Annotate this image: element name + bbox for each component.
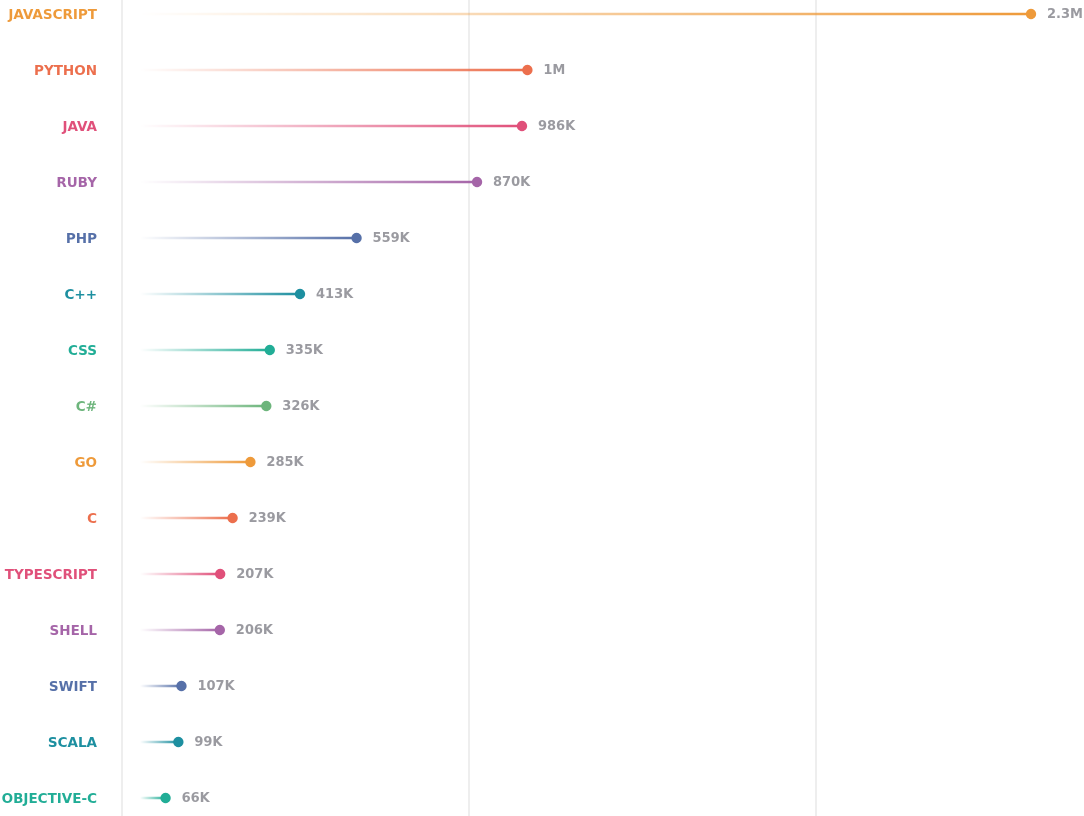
data-point [522,64,533,76]
value-label: 326K [282,399,320,414]
value-label: 2.3M [1047,7,1083,22]
category-label: C# [76,399,97,415]
data-point [214,624,226,636]
data-point [471,176,483,188]
data-point [227,512,238,524]
category-label: CSS [68,343,97,359]
category-label: PHP [66,231,97,247]
category-label: SHELL [50,623,98,639]
data-point [261,400,272,412]
category-label: SWIFT [49,679,98,695]
lollipop-dots [160,8,1037,804]
value-labels: 2.3M 1M 986K 870K 559K 413K 335K 326K 285K 239K 20… [182,7,1083,806]
category-label: GO [74,455,97,471]
data-point [176,680,187,692]
value-label: 413K [316,287,354,302]
value-label: 285K [266,455,304,470]
category-label: RUBY [56,175,97,191]
data-point [264,344,275,356]
value-label: 99K [194,735,223,750]
category-label: C [87,511,97,527]
category-label: TYPESCRIPT [5,567,98,583]
data-point [214,568,226,580]
gridlines [121,0,817,816]
data-point [294,288,306,300]
category-label: JAVA [61,119,97,135]
category-label: JAVASCRIPT [7,7,97,23]
category-label: C++ [64,287,97,303]
value-label: 207K [236,567,274,582]
category-label: OBJECTIVE-C [2,791,97,807]
category-label: SCALA [48,735,98,751]
lollipop-stems [140,12,1031,800]
data-point [160,792,171,804]
data-point [173,736,184,748]
value-label: 335K [286,343,324,358]
value-label: 986K [538,119,576,134]
data-point [1025,8,1037,20]
data-point [351,232,362,244]
value-label: 1M [543,63,565,78]
value-label: 239K [249,511,287,526]
value-label: 206K [236,623,274,638]
value-label: 559K [373,231,411,246]
category-label: PYTHON [34,63,97,79]
value-label: 870K [493,175,531,190]
value-label: 66K [182,791,211,806]
data-point [516,120,528,132]
value-label: 107K [197,679,235,694]
data-point [245,456,256,468]
category-labels: JAVASCRIPT PYTHON JAVA RUBY PHP C++ CSS C# GO C TY… [2,7,98,807]
